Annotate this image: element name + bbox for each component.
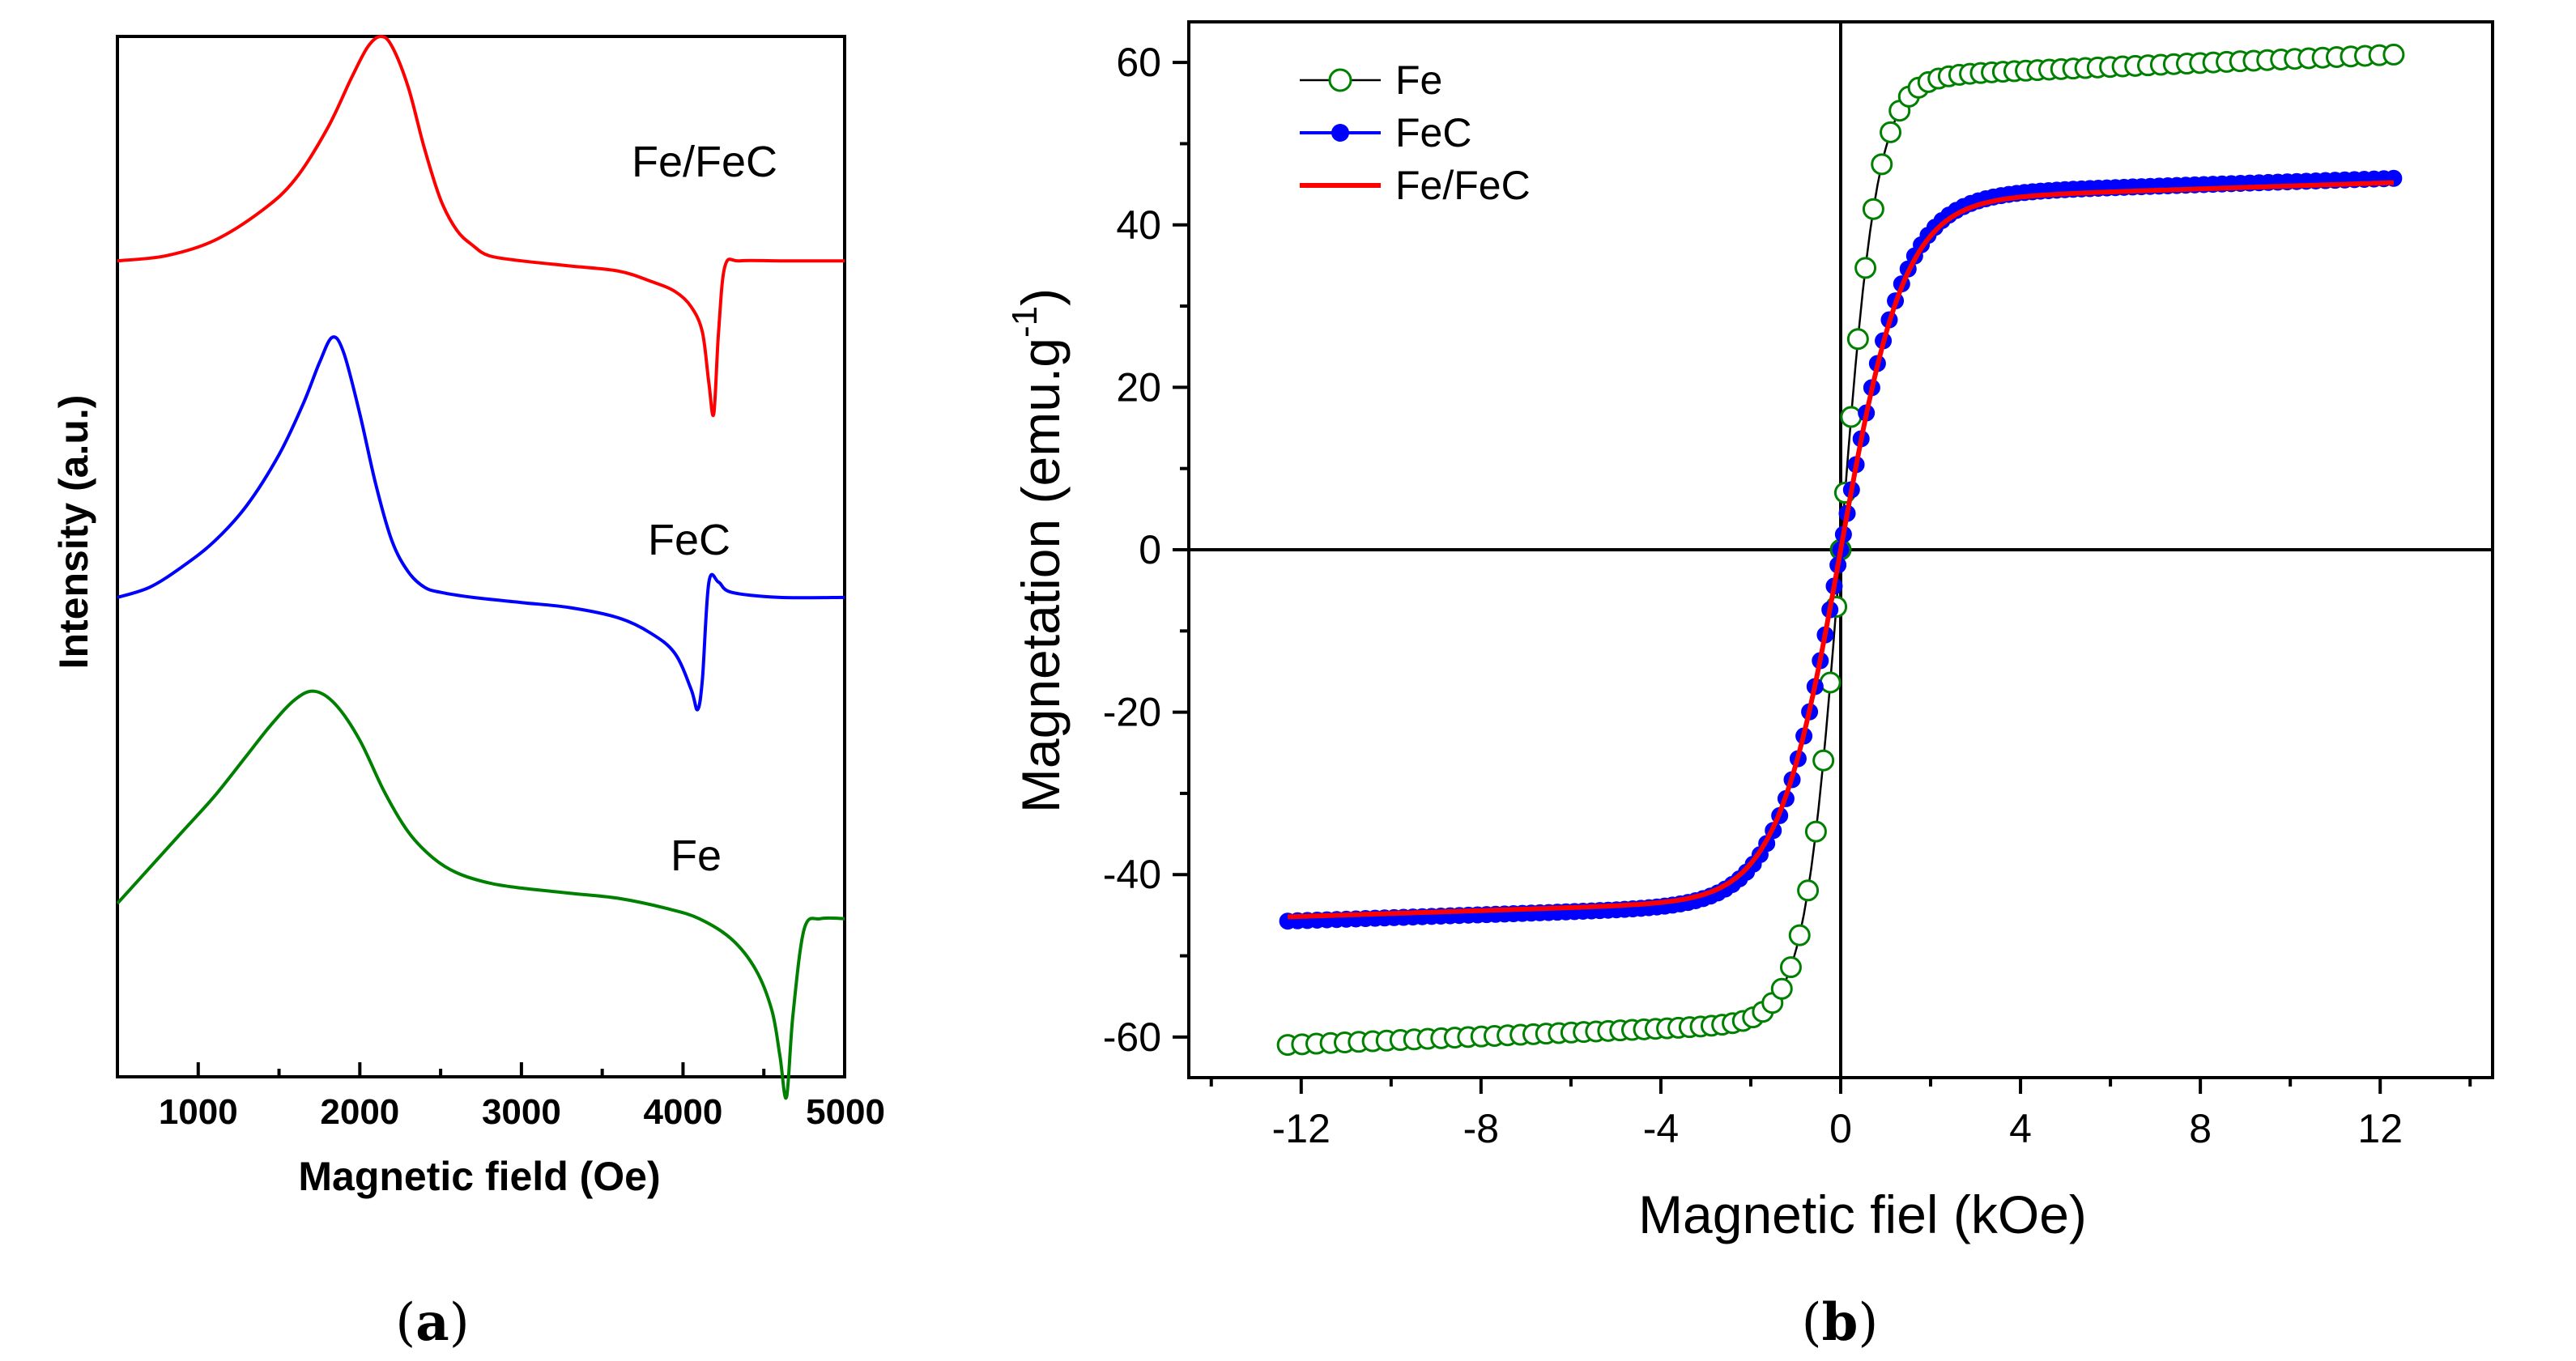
legend-fe-label: Fe [1395,57,1442,103]
panel-b-series-fe-point [1846,328,1869,351]
panel-a-chart: 1000 2000 3000 4000 5000 Fe/FeC FeC Fe Magne… [51,34,885,1353]
panel-b-series-fe-point [1812,749,1835,772]
panel-b-series-fe-point [1779,956,1802,979]
panel-b-x-tick-label: 8 [2189,1106,2212,1151]
legend-fec-marker [1331,124,1349,142]
panel-b-y-tick-label: -20 [1103,690,1161,735]
label-fe-feC-trace: Fe/FeC [632,138,777,186]
panel-b-x-tick-label: 12 [2357,1106,2403,1151]
panel-b-y-tick-label: 40 [1116,202,1161,248]
panel-a-axes-frame [116,35,846,1078]
panel-a-y-axis-label: Intensity (a.u.) [51,395,96,670]
label-fec-trace: FeC [648,516,730,564]
panel-b-y-tick-label: 60 [1116,40,1161,85]
legend-fe-fec-label: Fe/FeC [1395,163,1531,208]
panel-b-series-fe-fec-line [1288,180,2394,920]
panel-a-series-fe-line [116,689,845,1100]
panel-b-y-axis-label: Magnetation (emu.g-1) [1005,288,1071,813]
panel-b-x-tick-label: -12 [1272,1106,1331,1151]
panel-a-x-tick-label: 4000 [643,1092,722,1132]
panel-b-series-fe-point [1840,406,1863,428]
panel-b-series-fe-point [1862,198,1884,220]
panel-b-series-fe-point [1880,121,1902,143]
panel-a-x-tick-label: 2000 [320,1092,399,1132]
label-fe-trace: Fe [671,831,722,880]
panel-b-series-group [1276,43,2405,1057]
panel-b-label-letter: b [1822,1292,1859,1353]
panel-a-x-tick-label: 1000 [159,1092,238,1132]
panel-a-x-tick-label: 3000 [482,1092,561,1132]
panel-b-label: (b) [1802,1292,1879,1353]
panel-a-x-tick-label: 5000 [806,1092,885,1132]
panel-b-series-fe-point [1804,820,1827,843]
panel-b-y-tick-label: -40 [1103,852,1161,897]
panel-a-series-fec-line [117,335,845,712]
panel-a-x-ticks: 1000 2000 3000 4000 5000 [116,1062,885,1132]
panel-a-series-group [116,34,845,1100]
panel-b-series-fe-point [1797,879,1820,902]
panel-b-y-axis-label-tail: ) [1011,288,1071,306]
panel-b-series-fe-point [2382,43,2405,66]
panel-b-x-axis-label: Magnetic fiel (kOe) [1638,1184,2087,1244]
panel-b-x-tick-label: -8 [1463,1106,1499,1151]
panel-b-series-fe-point [1819,671,1842,694]
panel-b-x-tick-label: -4 [1643,1106,1679,1151]
panel-b-y-axis-label-sup: -1 [1005,306,1045,338]
panel-b-x-tick-label: 4 [2009,1106,2032,1151]
panel-b-y-tick-label: 20 [1116,364,1161,410]
panel-b-y-tick-label: -60 [1103,1014,1161,1060]
panel-b-series-fe-point [1788,924,1811,946]
panel-a-label-letter: a [415,1292,449,1353]
panel-b-y-tick-label: 0 [1139,527,1161,572]
panel-b-legend: Fe FeC Fe/FeC [1300,57,1531,208]
legend-fe-marker [1328,68,1352,92]
panel-b-x-tick-label: 0 [1829,1106,1852,1151]
panel-a-label: (a) [395,1292,469,1353]
panel-b-series-fe-point [1854,257,1877,279]
panel-a-x-axis-label: Magnetic field (Oe) [298,1154,660,1199]
panel-b-series-fe-point [1871,153,1893,176]
panel-b-y-axis-label-main: Magnetation (emu.g [1011,338,1071,813]
panel-a-series-fe-fec-line [117,34,845,418]
panel-b-series-fe-point [1770,977,1793,1000]
legend-fec-label: FeC [1395,110,1471,155]
